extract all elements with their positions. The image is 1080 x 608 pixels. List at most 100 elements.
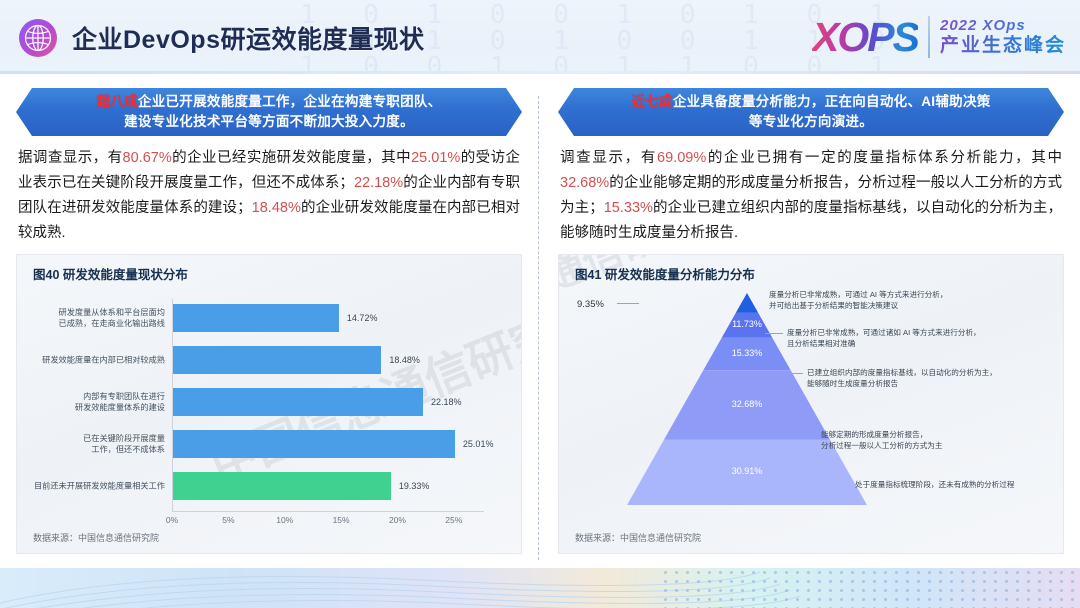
- bar-chart-x-axis: [172, 510, 484, 512]
- left-banner-highlight: 超八成: [96, 93, 138, 109]
- right-para-p1: 69.09%: [657, 150, 707, 166]
- bar-row: 研发度量从体系和平台层面均 已成熟，在走商业化输出路线 14.72%: [17, 301, 521, 335]
- x-axis-tick: 15%: [332, 514, 350, 525]
- left-banner: 超八成企业已开展效能度量工作，企业在构建专职团队、 建设专业化技术平台等方面不断…: [16, 88, 522, 136]
- x-axis-tick: 20%: [388, 514, 406, 525]
- bar-fill: [173, 345, 382, 374]
- pyramid-annotation: 度量分析已非常成熟，可通过 AI 等方式来进行分析， 并可给出基于分析结果的智能决…: [769, 289, 948, 311]
- left-banner-line1: 企业已开展效能度量工作，企业在构建专职团队、: [137, 93, 442, 109]
- pyramid-tier: [627, 439, 867, 505]
- bar-chart-y-axis: [172, 298, 173, 511]
- left-para-p2: 25.01%: [411, 150, 461, 166]
- leader-line: [799, 434, 817, 436]
- page-title: 企业DevOps研运效能度量现状: [72, 26, 425, 54]
- pyramid-annotation: 能够定期的形成度量分析报告， 分析过程一般以人工分析的方式为主: [821, 429, 943, 451]
- pyramid-annotation: 处于度量指标梳理阶段，还未有成熟的分析过程: [855, 479, 1015, 489]
- bar-fill: [173, 429, 455, 458]
- bar-category-label: 内部有专职团队在进行 研发效能度量体系的建设: [74, 391, 165, 412]
- footer-decoration: [0, 568, 1080, 608]
- right-para-s2: 的企业已拥有一定的度量指标体系分析能力，其中: [706, 150, 1062, 166]
- bar-fill: [173, 471, 391, 500]
- left-column: 超八成企业已开展效能度量工作，企业在构建专职团队、 建设专业化技术平台等方面不断…: [2, 78, 536, 568]
- footer-dot-pattern: [660, 568, 1080, 608]
- pyramid-value-label: 32.68%: [731, 398, 763, 409]
- bar-category-label: 研发效能度量在内部已相对较成熟: [42, 355, 165, 365]
- pyramid-annotation: 度量分析已非常成熟，可通过诸如 AI 等方式来进行分析， 且分析结果相对准确: [787, 327, 981, 349]
- leader-line: [765, 332, 783, 334]
- bar-chart-title: 图40 研发效能度量现状分布: [33, 267, 188, 282]
- x-axis-tick: 5%: [222, 514, 235, 525]
- right-column: 近七成企业具备度量分析能力，正在向自动化、AI辅助决策 等专业化方向演进。 调查…: [544, 78, 1078, 568]
- bar-category-label: 已在关键阶段开展度量 工作，但还不成体系: [83, 433, 165, 454]
- pyramid-value-label: 11.73%: [732, 319, 762, 329]
- bar-chart-source: 数据来源：中国信息通信研究院: [33, 532, 160, 543]
- right-banner-line1: 企业具备度量分析能力，正在向自动化、AI辅助决策: [672, 93, 991, 109]
- right-para-s1: 调查显示，有: [560, 150, 658, 166]
- logo-year-text: 2022 XOps: [940, 18, 1066, 33]
- x-axis-tick: 10%: [276, 514, 294, 525]
- bar-track: 22.18%: [173, 385, 483, 419]
- bar-category-label: 研发度量从体系和平台层面均 已成熟，在走商业化输出路线: [58, 307, 165, 328]
- logo-summit-text: 产业生态峰会: [939, 34, 1066, 56]
- bar-value-label: 22.18%: [431, 396, 462, 407]
- bar-row: 目前还未开展研发效能度量相关工作 19.33%: [17, 469, 521, 503]
- bar-row: 已在关键阶段开展度量 工作，但还不成体系 25.01%: [17, 427, 521, 461]
- right-banner: 近七成企业具备度量分析能力，正在向自动化、AI辅助决策 等专业化方向演进。: [558, 88, 1064, 136]
- left-paragraph: 据调查显示，有80.67%的企业已经实施研发效能度量，其中25.01%的受访企业…: [18, 146, 520, 246]
- bar-fill: [173, 303, 339, 332]
- bar-row: 研发效能度量在内部已相对较成熟 18.48%: [17, 343, 521, 377]
- x-axis-tick: 0%: [165, 514, 179, 525]
- bar-chart-xticks: 0% 5% 10% 15% 20% 25%: [166, 514, 484, 531]
- pyramid-tier: [721, 312, 773, 338]
- leader-line: [617, 302, 639, 304]
- left-para-p4: 18.48%: [251, 199, 301, 216]
- bar-track: 19.33%: [173, 469, 483, 503]
- bar-chart-card: 中国信息通信研究院 图40 研发效能度量现状分布 研发度量从体系和平台层面均已成…: [16, 253, 522, 554]
- column-divider: [538, 96, 539, 560]
- xops-wordmark: XOPS: [812, 13, 920, 60]
- right-para-s4: 的企业已建立组织内部的度量指标基线，以自动化的分析为主，能够随时生成度量分析报告…: [560, 199, 1063, 241]
- left-para-s1: 据调查显示，有: [18, 150, 123, 166]
- bar-track: 25.01%: [173, 427, 493, 461]
- pyramid-chart-source: 数据来源：中国信息通信研究院: [575, 532, 702, 543]
- bar-track: 18.48%: [173, 343, 483, 377]
- logo-divider: [927, 16, 930, 58]
- right-banner-line2: 等专业化方向演进。: [748, 114, 874, 129]
- pyramid-value-label: 9.35%: [577, 298, 604, 310]
- globe-icon: [18, 18, 58, 58]
- bar-chart-plot: 研发度量从体系和平台层面均 已成熟，在走商业化输出路线 14.72% 研发效能度量在内…: [17, 299, 521, 511]
- bar-row: 内部有专职团队在进行 研发效能度量体系的建设 22.18%: [17, 385, 521, 419]
- bar-value-label: 14.72%: [346, 312, 378, 323]
- pyramid-chart-title: 图41 研发效能度量分析能力分布: [575, 267, 755, 282]
- left-banner-line2: 建设专业化技术平台等方面不断加大投入力度。: [124, 114, 414, 129]
- pyramid-annotation: 已建立组织内部的度量指标基线，以自动化的分析为主， 能够随时生成度量分析报告: [807, 367, 997, 389]
- left-banner-text: 超八成企业已开展效能度量工作，企业在构建专职团队、 建设专业化技术平台等方面不断…: [74, 92, 463, 133]
- pyramid-tier: [664, 369, 830, 440]
- right-banner-highlight: 近七成: [631, 93, 673, 109]
- pyramid-chart-card: 中国信息通信研究院 图41 研发效能度量分析能力分布 9.35% 11.73% 15…: [558, 253, 1064, 554]
- bar-value-label: 25.01%: [462, 438, 494, 449]
- xops-logo: XOPS 2022 XOps 产业生态峰会: [812, 6, 1066, 68]
- right-para-p2: 32.68%: [560, 174, 610, 191]
- pyramid-value-label: 30.91%: [731, 465, 763, 476]
- left-para-s5: 的企业研发效能度量在内部已相对较成熟.: [18, 199, 520, 241]
- bar-category-label: 目前还未开展研发效能度量相关工作: [33, 481, 165, 491]
- left-para-p1: 80.67%: [122, 150, 172, 166]
- right-banner-text: 近七成企业具备度量分析能力，正在向自动化、AI辅助决策 等专业化方向演进。: [609, 92, 1012, 133]
- bar-value-label: 19.33%: [398, 480, 430, 491]
- leader-line: [785, 372, 803, 374]
- right-paragraph: 调查显示，有69.09%的企业已拥有一定的度量指标体系分析能力，其中 32.68%…: [560, 146, 1062, 246]
- bar-fill: [173, 387, 424, 416]
- pyramid-value-label: 15.33%: [731, 347, 763, 358]
- bar-track: 14.72%: [173, 301, 483, 335]
- right-para-p3: 15.33%: [603, 199, 653, 216]
- right-para-s3: 的企业能够定期的形成度量分析报告，分析过程一般以人工分析的方式为主；: [560, 174, 1062, 216]
- left-para-s4: 的企业内部有专职团队在进研发效能度量体系的建设；: [18, 174, 521, 216]
- pyramid-tier: [703, 337, 791, 370]
- page-header: 1 0 1 0 0 1 0 1 0 1 0 1 1 0 1 0 0 1 1 0 …: [0, 0, 1080, 74]
- left-para-s2: 的企业已经实施研发效能度量，其中: [171, 150, 412, 166]
- pyramid-chart-plot: 9.35% 11.73% 15.33% 32.68% 30.91% 度量分析已非常成熟，可…: [559, 283, 1063, 533]
- header-underline: [0, 71, 1080, 74]
- bar-value-label: 18.48%: [389, 354, 420, 365]
- left-para-s3: 的受访企业表示已在关键阶段开展度量工作，但还不成体系；: [18, 150, 521, 191]
